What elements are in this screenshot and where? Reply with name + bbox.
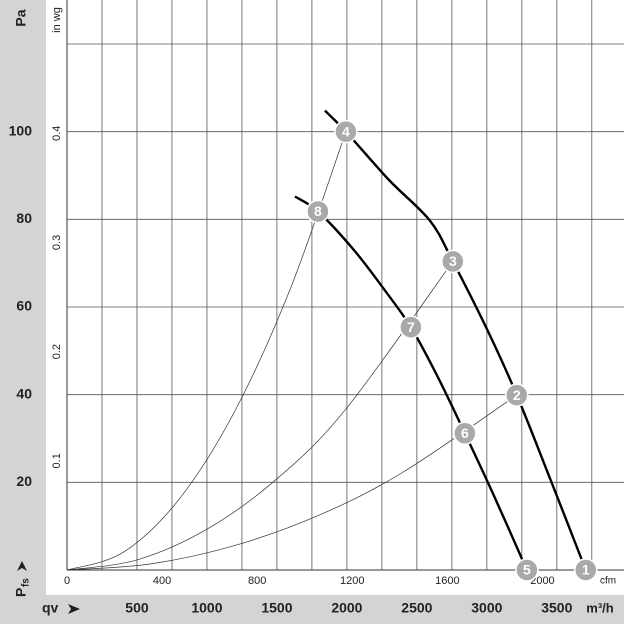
p-sub-label: fs — [21, 578, 32, 587]
x2-tick-label: 400 — [153, 575, 171, 587]
y-tick-label: 100 — [9, 122, 33, 138]
y2-tick-label: 0.3 — [51, 235, 63, 250]
y-tick-label: 40 — [16, 385, 32, 401]
point-label: 4 — [342, 123, 350, 139]
x-tick-label: 2000 — [331, 600, 362, 616]
point-label: 2 — [513, 387, 521, 403]
p-arrow — [17, 561, 27, 571]
x-tick-label: 3000 — [471, 600, 502, 616]
curve — [66, 261, 454, 571]
p-label-group: P fs — [13, 561, 32, 597]
y2-tick-label: 0.1 — [51, 453, 63, 468]
point-label: 5 — [523, 562, 531, 578]
point-marker — [306, 199, 330, 224]
curve — [66, 131, 347, 571]
x2-tick-label: 1600 — [435, 575, 459, 587]
point-marker — [453, 421, 477, 445]
point-label: 7 — [407, 319, 415, 335]
y-tick-label: 20 — [16, 473, 32, 489]
curve — [66, 394, 517, 571]
point-marker — [334, 119, 358, 144]
p-label: P — [13, 588, 29, 597]
x-tick-label: 2500 — [401, 600, 432, 616]
point-marker — [505, 383, 529, 407]
x2-tick-label: 2000 — [530, 575, 554, 587]
y-tick-label: 60 — [16, 298, 32, 314]
point-label: 1 — [582, 562, 590, 578]
point-marker — [399, 315, 423, 339]
q-arrow — [68, 604, 80, 614]
point-marker — [515, 558, 539, 582]
x-tick-label: 1500 — [261, 600, 292, 616]
left-band — [0, 0, 46, 624]
point-marker — [574, 558, 598, 582]
q-label: qv — [42, 600, 59, 616]
point-label: 3 — [449, 253, 457, 269]
point-label: 8 — [314, 203, 322, 219]
x2-tick-label: 1200 — [340, 575, 364, 587]
bottom-band — [0, 595, 624, 624]
x2-tick-label: 800 — [248, 575, 266, 587]
x-tick-label: 500 — [125, 600, 149, 616]
y-tick-label: 80 — [16, 210, 32, 226]
x-tick-label: 3500 — [541, 600, 572, 616]
y2-tick-label: 0.2 — [51, 344, 63, 359]
y-axis-label: Pa — [13, 9, 29, 26]
point-label: 6 — [461, 425, 469, 441]
x-unit: m³/h — [586, 600, 614, 615]
x2-tick-label: 0 — [64, 575, 70, 587]
x2-unit: cfm — [600, 576, 616, 587]
y2-axis-label: in wg — [51, 7, 63, 33]
y2-tick-label: 0.4 — [51, 126, 63, 141]
grid — [67, 0, 624, 570]
x-tick-label: 1000 — [191, 600, 222, 616]
point-marker — [441, 249, 465, 274]
